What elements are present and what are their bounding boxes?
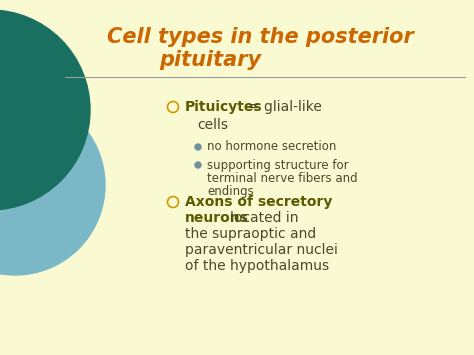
Circle shape <box>0 95 105 275</box>
Text: pituitary: pituitary <box>159 50 261 70</box>
Text: endings: endings <box>207 185 254 197</box>
Text: paraventricular nuclei: paraventricular nuclei <box>185 243 338 257</box>
Circle shape <box>195 162 201 168</box>
Text: Pituicytes: Pituicytes <box>185 100 263 114</box>
Text: terminal nerve fibers and: terminal nerve fibers and <box>207 171 357 185</box>
Text: located in: located in <box>230 211 299 225</box>
Circle shape <box>0 10 90 210</box>
Text: Cell types in the posterior: Cell types in the posterior <box>107 27 413 47</box>
Text: no hormone secretion: no hormone secretion <box>207 141 337 153</box>
Text: Axons of secretory: Axons of secretory <box>185 195 332 209</box>
Text: of the hypothalamus: of the hypothalamus <box>185 259 329 273</box>
Text: supporting structure for: supporting structure for <box>207 158 348 171</box>
Text: cells: cells <box>197 118 228 132</box>
Text: neurons: neurons <box>185 211 249 225</box>
Circle shape <box>195 144 201 150</box>
Text: the supraoptic and: the supraoptic and <box>185 227 316 241</box>
Text: = glial-like: = glial-like <box>248 100 322 114</box>
